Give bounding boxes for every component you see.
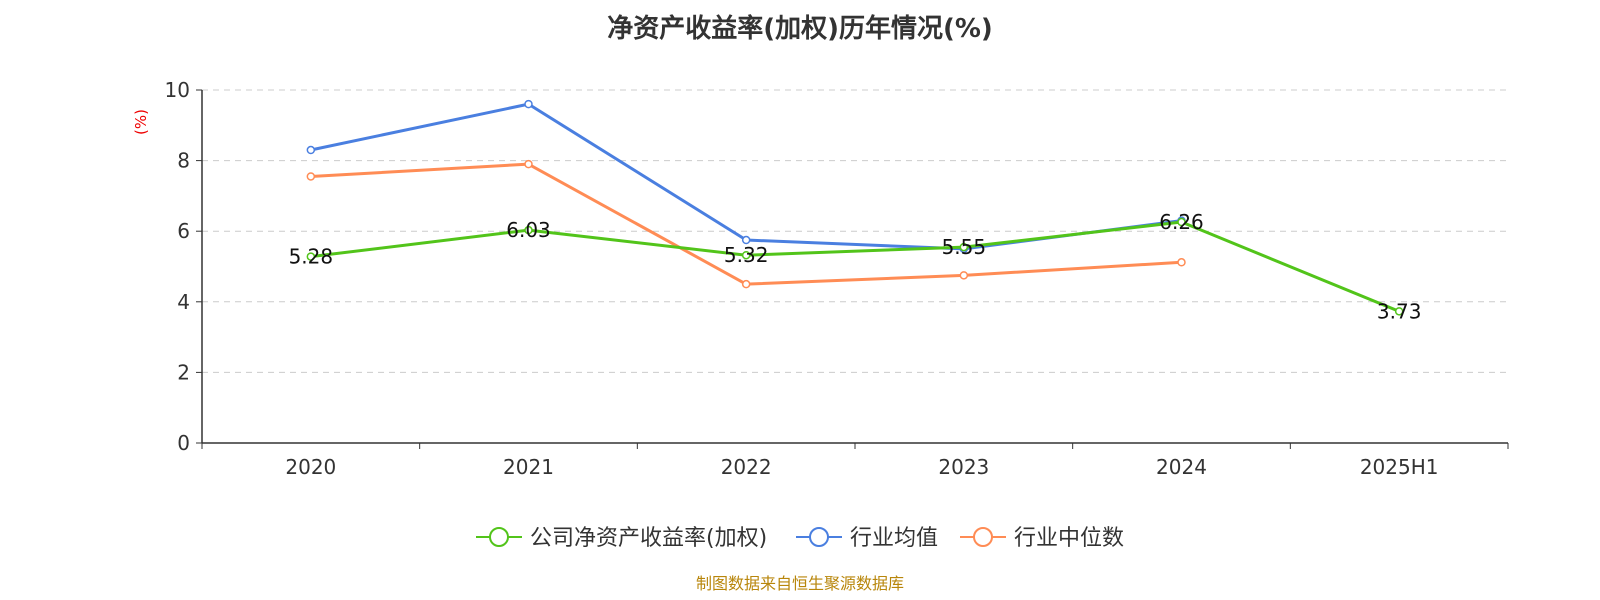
y-tick-label: 10 (165, 78, 190, 102)
source-note: 制图数据来自恒生聚源数据库 (695, 574, 904, 593)
chart-title: 净资产收益率(加权)历年情况(%) (607, 14, 993, 44)
legend-label: 公司净资产收益率(加权) (530, 526, 767, 551)
axes: 0 2 4 6 8 10 2020 2021 2022 2023 2024 2025H1 (165, 78, 1509, 479)
legend-item[interactable]: 行业中位数 (960, 526, 1124, 551)
series-line (310, 102, 1182, 251)
series-line (310, 220, 1400, 313)
data-point[interactable] (741, 235, 751, 245)
legend-marker (489, 527, 509, 547)
legend-marker (973, 527, 993, 547)
x-tick-label: 2022 (721, 455, 772, 479)
data-point[interactable] (306, 145, 316, 155)
y-axis-label: (%) (132, 109, 150, 135)
legend-label: 行业中位数 (1014, 526, 1124, 551)
y-tick-label: 2 (177, 360, 190, 384)
legend-marker (809, 527, 829, 547)
data-label: 3.73 (1377, 299, 1422, 323)
legend-item[interactable]: 行业均值 (796, 526, 938, 551)
series-lines (306, 99, 1404, 316)
data-label: 6.03 (506, 218, 551, 242)
data-point[interactable] (524, 99, 533, 109)
grid-lines (202, 89, 1508, 373)
legend-item[interactable]: 公司净资产收益率(加权) (476, 526, 767, 551)
data-labels: 5.28 6.03 5.32 5.55 6.26 3.73 (289, 210, 1422, 323)
data-label: 6.26 (1159, 210, 1204, 234)
y-tick-label: 8 (177, 149, 190, 173)
data-point[interactable] (959, 242, 969, 252)
y-tick-label: 6 (177, 219, 190, 243)
data-point[interactable] (741, 279, 751, 289)
data-point[interactable] (306, 252, 316, 261)
data-point[interactable] (741, 250, 751, 260)
legend-label: 行业均值 (850, 526, 938, 551)
y-tick-label: 4 (177, 290, 190, 314)
data-point[interactable] (1177, 258, 1186, 267)
data-label: 5.32 (724, 243, 769, 267)
x-tick-label: 2021 (503, 455, 554, 479)
data-point[interactable] (959, 271, 969, 280)
y-tick-label: 0 (177, 431, 190, 455)
x-tick-label: 2020 (285, 455, 336, 479)
data-point[interactable] (524, 159, 533, 169)
data-point[interactable] (1394, 307, 1404, 316)
data-point[interactable] (306, 172, 316, 181)
data-label: 5.55 (942, 235, 987, 259)
data-point[interactable] (524, 225, 533, 235)
legend[interactable]: 公司净资产收益率(加权) 行业均值 行业中位数 (476, 526, 1124, 551)
data-label: 5.28 (289, 245, 334, 269)
data-point[interactable] (1177, 217, 1186, 227)
x-tick-label: 2023 (938, 455, 989, 479)
x-tick-label: 2025H1 (1360, 455, 1439, 479)
x-tick-label: 2024 (1156, 455, 1207, 479)
